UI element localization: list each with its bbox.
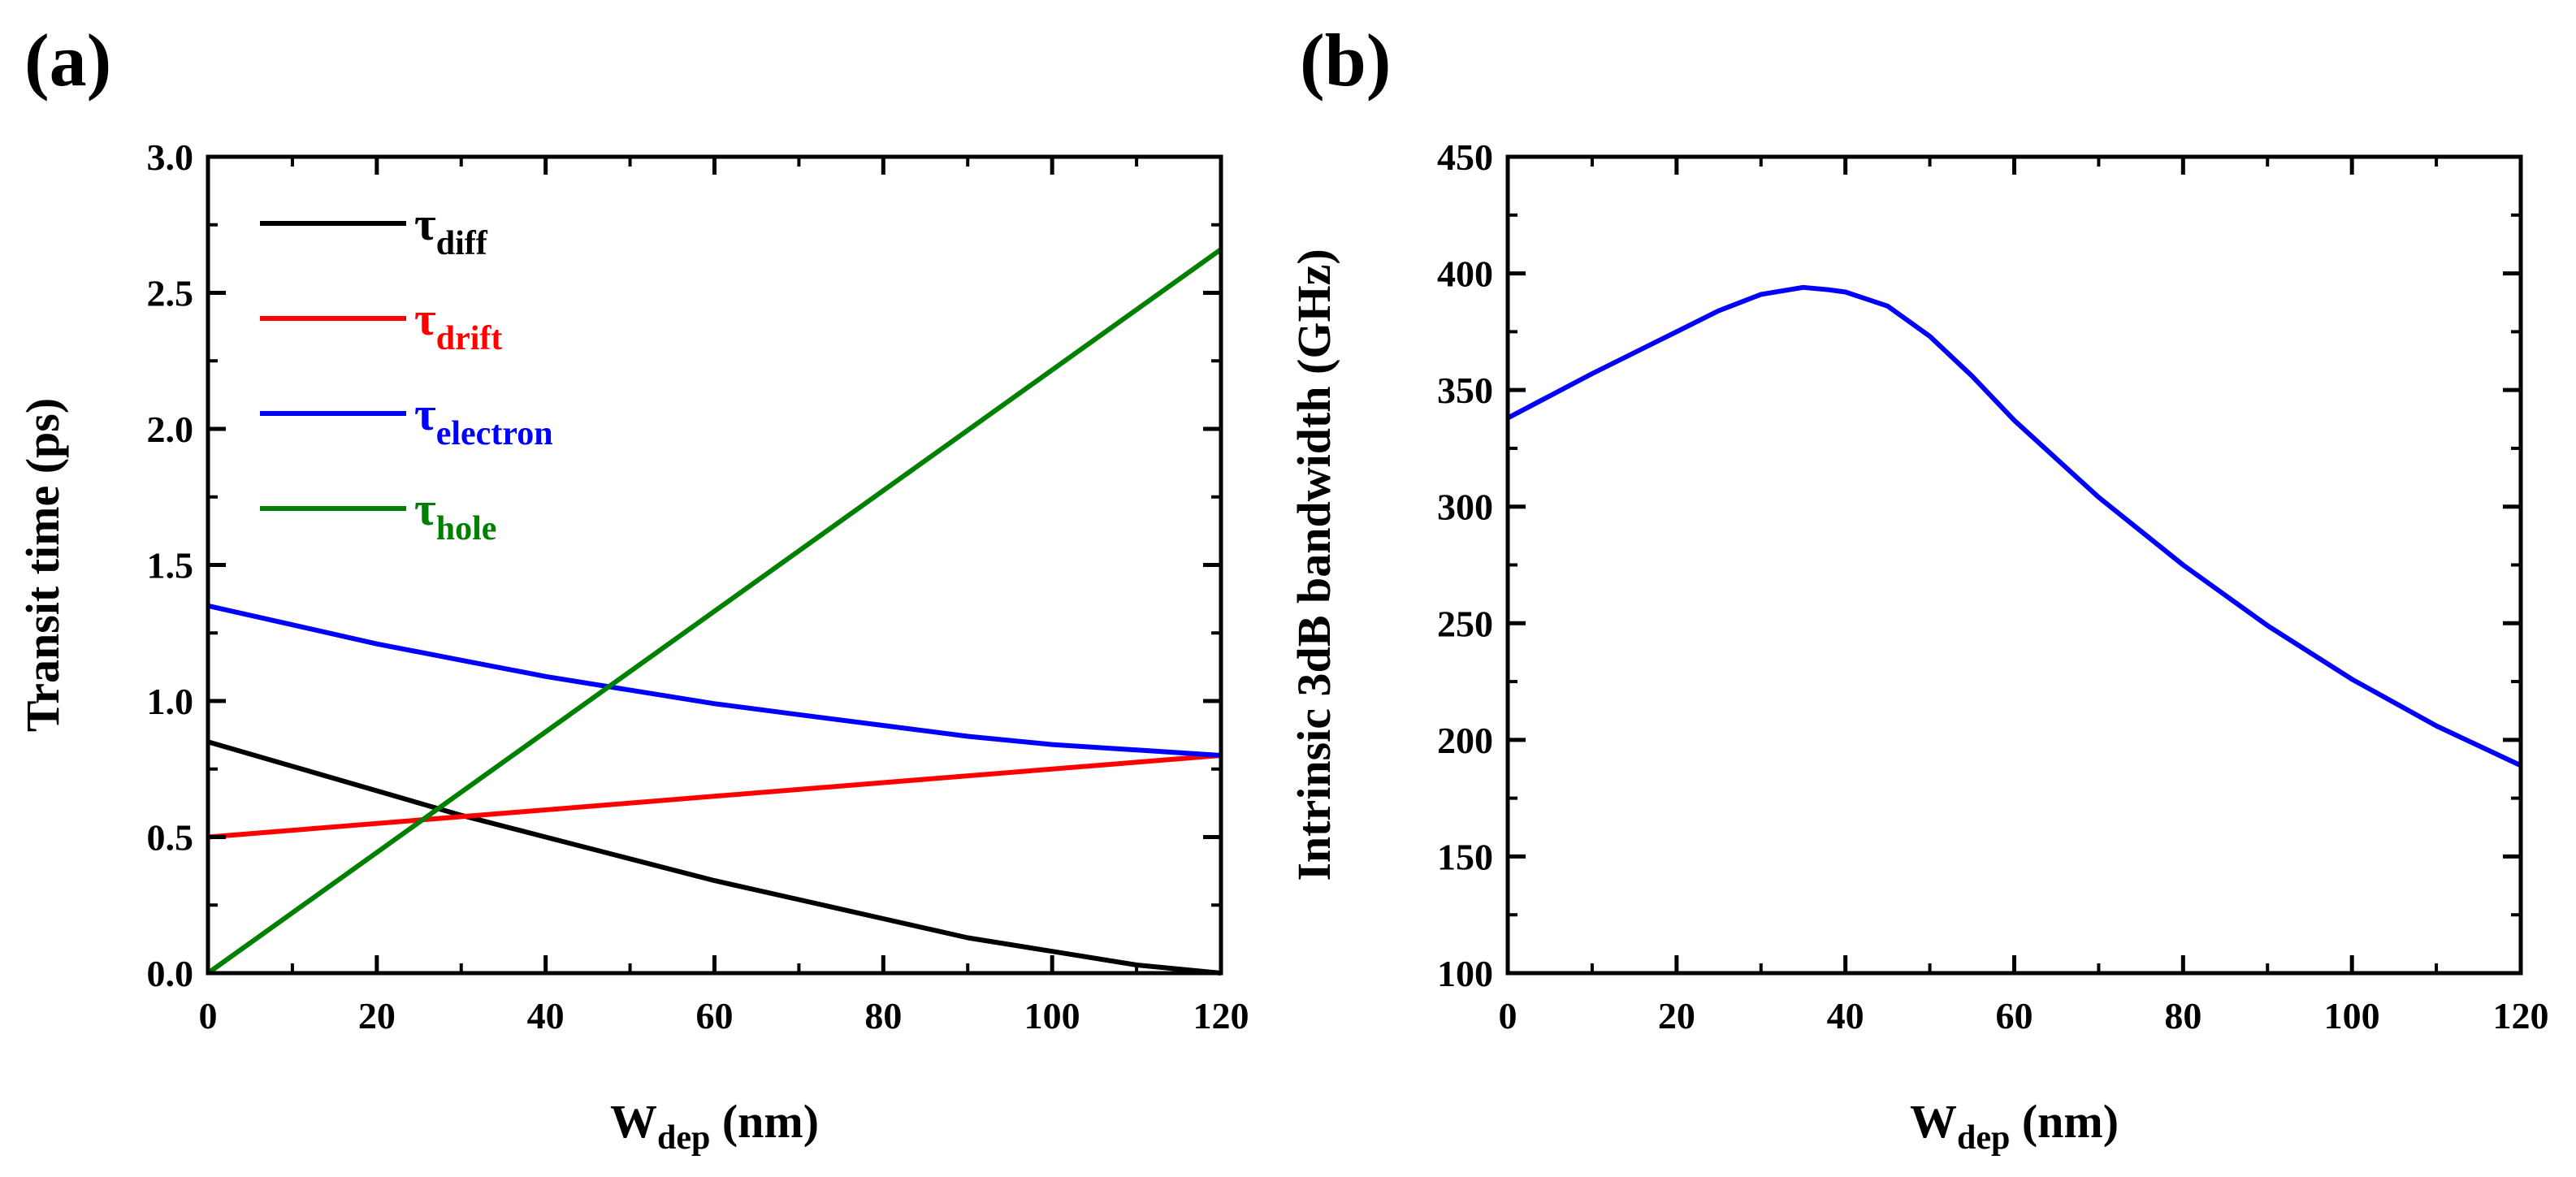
x-tick-label: 40 xyxy=(1827,995,1864,1036)
y-axis-title: Intrinsic 3dB bandwidth (GHz) xyxy=(1288,249,1340,881)
y-tick-label: 250 xyxy=(1437,603,1493,644)
x-tick-label: 120 xyxy=(1193,995,1249,1036)
x-axis-title: Wdep (nm) xyxy=(1910,1095,2119,1157)
x-tick-label: 40 xyxy=(527,995,565,1036)
x-tick-label: 100 xyxy=(1024,995,1080,1036)
x-tick-label: 60 xyxy=(1996,995,2033,1036)
series-line-hole xyxy=(206,247,1223,976)
y-tick-label: 450 xyxy=(1437,136,1493,178)
y-tick-label: 150 xyxy=(1437,836,1493,877)
series-line-bandwidth xyxy=(1506,284,2522,768)
x-axis-title: Wdep (nm) xyxy=(610,1095,819,1157)
legend-label-drift: τdrift xyxy=(414,292,502,357)
legend-label-electron: τelectron xyxy=(414,387,553,452)
plot-frame xyxy=(206,154,1223,976)
y-tick-label: 0.5 xyxy=(147,817,194,859)
legend-label-diff: τdiff xyxy=(414,197,488,262)
x-tick-label: 60 xyxy=(696,995,734,1036)
chart-panel-b: (b) 0 20 40 60 80 100 120 100 150 200 250 300 350 400 4… xyxy=(1288,19,2549,1157)
y-tick-label: 2.0 xyxy=(147,409,194,450)
y-tick-label: 400 xyxy=(1437,253,1493,295)
x-tick-label: 20 xyxy=(358,995,396,1036)
x-tick-label: 80 xyxy=(2164,995,2202,1036)
plot-frame xyxy=(1505,154,2523,976)
y-tick-label: 3.0 xyxy=(147,136,194,178)
y-tick-label: 0.0 xyxy=(147,953,194,994)
x-tick-label: 0 xyxy=(1499,995,1517,1036)
series-line-drift xyxy=(207,753,1222,840)
y-tick-label: 2.5 xyxy=(147,273,194,314)
y-tick-label: 350 xyxy=(1437,370,1493,411)
panel-label: (b) xyxy=(1300,19,1391,102)
series-line-electron xyxy=(207,603,1222,758)
y-tick-label: 200 xyxy=(1437,720,1493,761)
y-tick-label: 300 xyxy=(1437,487,1493,528)
x-tick-label: 0 xyxy=(199,995,218,1036)
x-tick-label: 20 xyxy=(1658,995,1695,1036)
x-tick-label: 80 xyxy=(864,995,902,1036)
legend: τdiff τdrift τelectron τhole xyxy=(260,197,553,547)
y-tick-label: 100 xyxy=(1437,953,1493,994)
panel-label: (a) xyxy=(24,19,111,102)
chart-panel-a: (a) 0 20 40 60 80 100 120 0.0 0.5 1.0 1.5 2.0 2.5 3.0 W… xyxy=(16,19,1249,1157)
y-tick-label: 1.5 xyxy=(147,545,194,586)
series-line-diff xyxy=(207,739,1222,976)
x-tick-label: 100 xyxy=(2324,995,2380,1036)
y-tick-label: 1.0 xyxy=(147,681,194,722)
x-tick-label: 120 xyxy=(2493,995,2549,1036)
legend-label-hole: τhole xyxy=(414,482,496,547)
y-axis-title: Transit time (ps) xyxy=(16,398,69,732)
